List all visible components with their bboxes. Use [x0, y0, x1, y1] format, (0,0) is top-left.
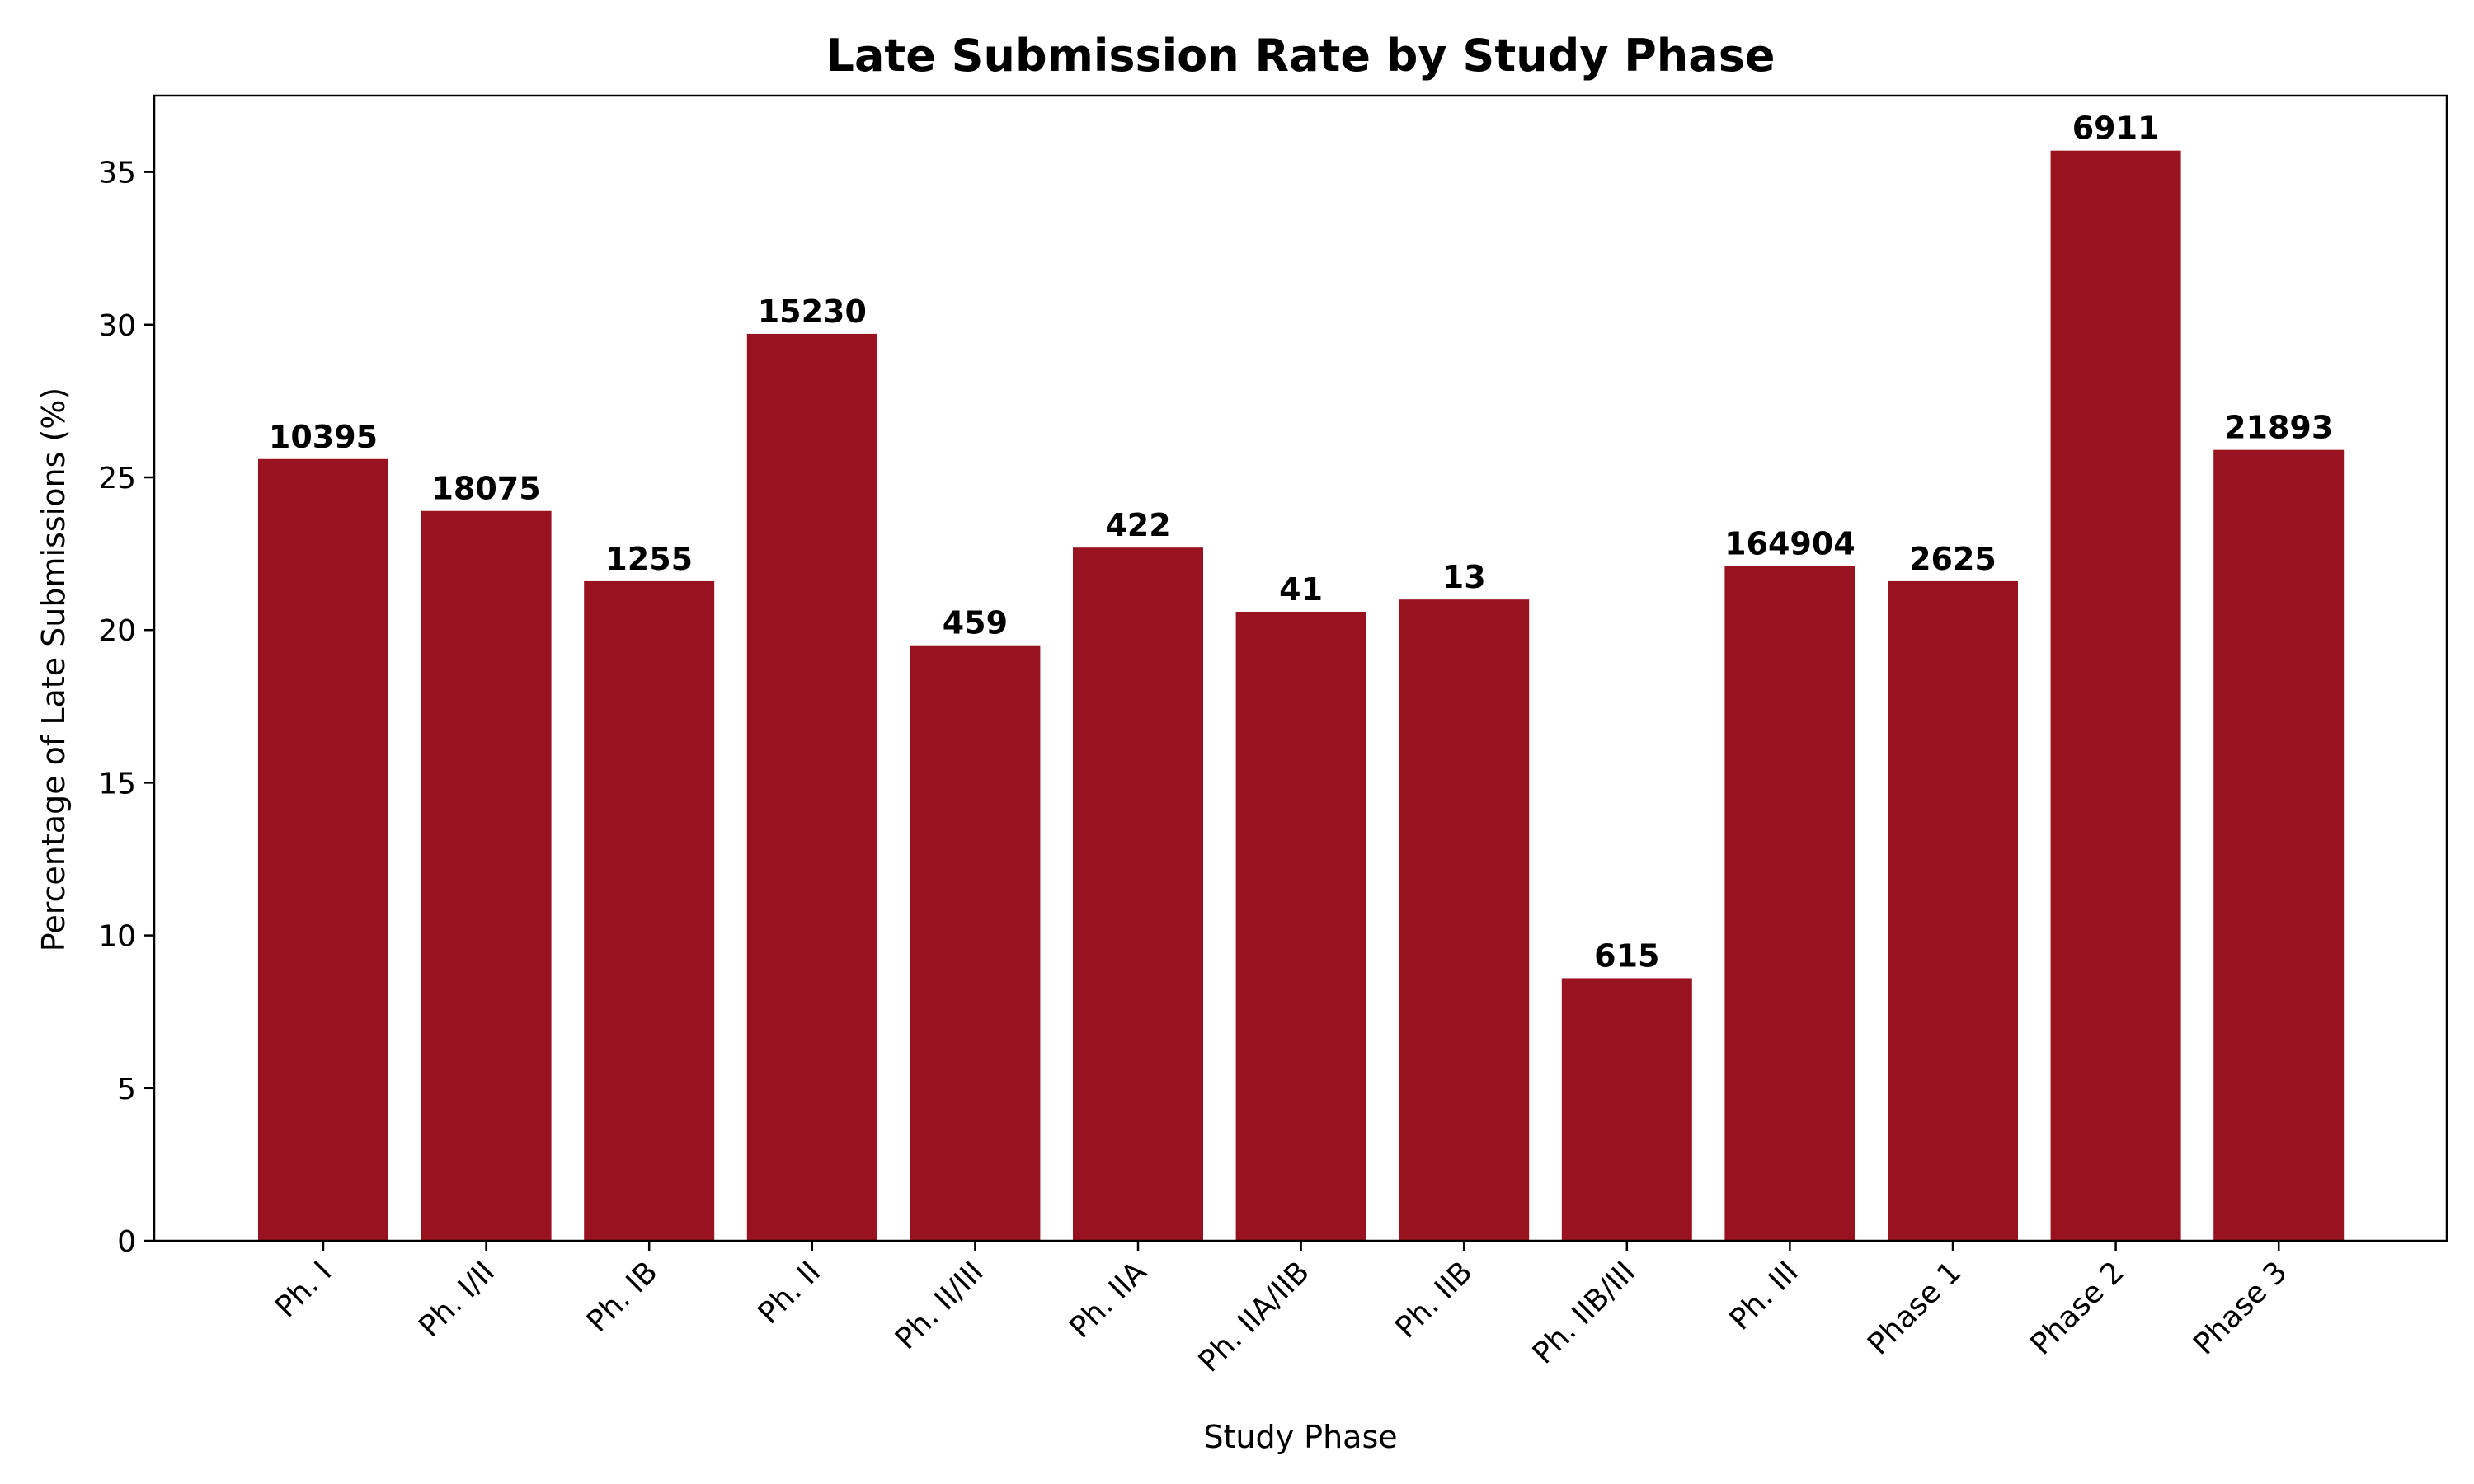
x-tick-label: Ph. I/II: [412, 1255, 501, 1344]
data-label: 2625: [1909, 541, 1997, 577]
data-label: 164904: [1724, 525, 1856, 561]
bar: [584, 580, 715, 1241]
y-axis-label: Percentage of Late Submissions (%): [35, 387, 72, 951]
x-tick-label: Ph. IIB/III: [1526, 1255, 1642, 1370]
y-tick-label: 10: [98, 920, 136, 954]
x-tick-label: Phase 3: [2187, 1255, 2293, 1361]
x-tick-label: Ph. IB: [581, 1255, 665, 1339]
data-label: 21893: [2224, 410, 2333, 446]
data-label: 41: [1279, 571, 1323, 608]
y-tick-label: 15: [98, 767, 136, 801]
x-tick-label: Ph. III: [1724, 1255, 1805, 1336]
bar: [1399, 599, 1530, 1241]
bar: [1073, 547, 1203, 1241]
x-tick-label: Ph. IIA/IIB: [1192, 1255, 1316, 1378]
bar: [2213, 449, 2345, 1241]
bar: [421, 510, 552, 1241]
data-label: 18075: [431, 471, 540, 507]
bar: [1724, 566, 1856, 1241]
y-tick-label: 35: [98, 157, 136, 190]
data-label: 422: [1105, 507, 1170, 543]
data-label: 6911: [2072, 110, 2160, 147]
x-tick-label: Phase 1: [1861, 1255, 1968, 1361]
data-label: 1255: [605, 541, 693, 577]
x-tick-label: Ph. IIB: [1389, 1255, 1479, 1345]
x-tick-label: Ph. IIA: [1063, 1255, 1153, 1345]
x-tick-label: Ph. I: [269, 1255, 338, 1324]
data-label: 615: [1594, 937, 1659, 974]
data-label: 10395: [269, 419, 378, 455]
y-tick-label: 0: [117, 1225, 136, 1259]
bar: [1561, 978, 1692, 1241]
bar: [910, 645, 1041, 1241]
x-axis-label: Study Phase: [1203, 1419, 1397, 1455]
data-label: 15230: [758, 294, 867, 330]
x-tick-label: Phase 2: [2025, 1255, 2131, 1361]
x-tick-label: Ph. II/III: [889, 1255, 990, 1356]
x-tick-label: Ph. II: [751, 1255, 827, 1331]
bar: [1888, 580, 2018, 1241]
y-tick-label: 30: [98, 309, 136, 343]
y-tick-label: 5: [117, 1073, 136, 1106]
chart-title: Late Submission Rate by Study Phase: [826, 30, 1776, 82]
bar: [2050, 150, 2181, 1241]
data-label: 459: [943, 605, 1008, 641]
bar: [1235, 611, 1366, 1241]
bar: [746, 333, 877, 1241]
bar: [258, 458, 388, 1241]
data-label: 13: [1442, 559, 1486, 595]
y-tick-label: 20: [98, 614, 136, 648]
y-tick-label: 25: [98, 462, 136, 495]
plot-area: 10395 18075 1255 15230 459 422 41 13 615 164904 26…: [98, 94, 2448, 1379]
